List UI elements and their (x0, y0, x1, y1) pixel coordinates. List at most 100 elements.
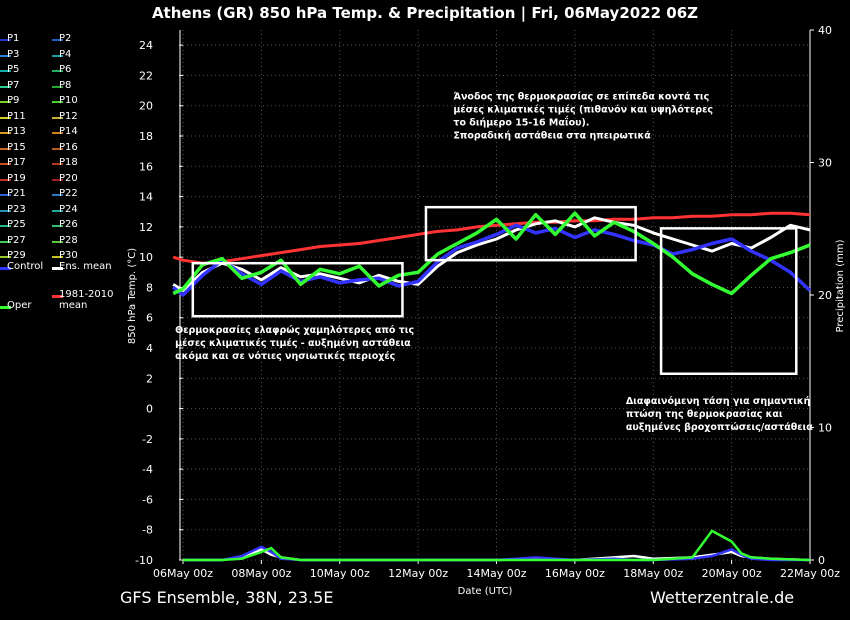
x-tick-label: 18May 00z (623, 567, 683, 580)
legend-label: P24 (59, 203, 78, 215)
legend-label: P10 (59, 95, 78, 106)
y-tick-label: -10 (135, 554, 153, 567)
legend-swatch (52, 54, 63, 57)
legend-label: P12 (59, 110, 78, 122)
legend-label: P6 (59, 64, 72, 75)
highlight-box (191, 261, 404, 318)
legend-swatch (0, 178, 11, 181)
y-tick-label: -4 (142, 463, 153, 476)
legend-label: P16 (59, 141, 78, 153)
legend-swatch (0, 39, 11, 41)
legend-swatch (52, 267, 63, 270)
legend-label: P18 (59, 157, 78, 168)
legend-label: P4 (59, 48, 72, 60)
y2-tick-label: 40 (818, 24, 832, 37)
legend-swatch (0, 163, 11, 165)
legend-swatch (0, 240, 11, 243)
legend-swatch (52, 225, 63, 227)
x-tick-label: 12May 00z (388, 567, 448, 580)
y-axis-label: 850 hPa Temp. (°C) (127, 248, 138, 344)
annotation-text: μέσες κλιματικές τιμές - αυξημένη αστάθε… (175, 338, 411, 349)
legend-label: P17 (7, 157, 26, 168)
y-tick-label: -2 (142, 433, 153, 446)
legend-swatch (0, 70, 11, 72)
y2-tick-label: 20 (818, 289, 832, 302)
legend-swatch (52, 132, 63, 134)
y-tick-label: -6 (142, 493, 153, 506)
legend-label: P11 (7, 110, 26, 122)
annotation-text: αυξημένες βροχοπτώσεις/αστάθεια (626, 422, 813, 433)
chart-title: Athens (GR) 850 hPa Temp. & Precipitatio… (152, 4, 698, 23)
legend-label: P13 (7, 126, 26, 137)
y-tick-label: 8 (146, 281, 153, 294)
precip-line (183, 545, 810, 562)
annotation-text: μέσες κλιματικές τιμές (πιθανόν και υψηλ… (453, 105, 713, 116)
annotation-text: Θερμοκρασίες ελαφρώς χαμηλότερες από τις (175, 325, 414, 336)
annotation-text: το διήμερο 15-16 Μαΐου). (453, 117, 589, 129)
legend-label: P15 (7, 141, 26, 153)
legend-swatch (0, 54, 11, 57)
legend-swatch (52, 209, 63, 212)
legend-swatch (0, 267, 11, 270)
highlight-box (424, 205, 637, 262)
legend-label: P25 (7, 219, 26, 230)
x-tick-label: 10May 00z (310, 567, 370, 580)
legend-swatch (0, 194, 11, 196)
legend-label: P30 (59, 250, 78, 261)
legend-swatch (52, 240, 63, 243)
legend-swatch (52, 194, 63, 196)
legend-label: P22 (59, 188, 78, 199)
legend-swatch (0, 209, 11, 212)
legend-label: P19 (7, 172, 26, 184)
legend-swatch (52, 39, 63, 41)
x-axis-label: Date (UTC) (458, 586, 513, 597)
y2-tick-label: 0 (818, 554, 825, 567)
legend-label: P1 (7, 33, 20, 44)
legend-swatch (0, 256, 11, 258)
legend-label: P26 (59, 219, 78, 230)
legend-swatch (52, 163, 63, 165)
annotation-text: Άνοδος της θερμοκρασίας σε επίπεδα κοντά… (453, 92, 709, 103)
y-tick-label: 10 (139, 251, 153, 264)
legend-label: P20 (59, 172, 78, 184)
y-tick-label: 18 (139, 130, 153, 143)
highlight-box (659, 227, 798, 375)
legend-swatch (52, 256, 63, 258)
legend-swatch (52, 101, 63, 103)
x-tick-label: 16May 00z (545, 567, 605, 580)
legend-swatch (0, 132, 11, 134)
y-tick-label: 0 (146, 403, 153, 416)
legend-swatch (52, 147, 63, 150)
legend-label: P23 (7, 203, 26, 215)
legend-swatch (52, 70, 63, 72)
legend-swatch (0, 116, 11, 119)
legend-label: Ens. mean (59, 261, 112, 272)
y-tick-label: 16 (139, 160, 153, 173)
y2-tick-label: 30 (818, 157, 832, 170)
series-line (172, 211, 811, 296)
legend-swatch (52, 295, 63, 298)
legend-label: Control (7, 261, 44, 272)
legend-label: P9 (7, 95, 20, 106)
legend-label: P2 (59, 33, 72, 44)
y-tick-label: 14 (139, 191, 153, 204)
y2-axis-label: Precipitation (mm) (835, 239, 846, 332)
site-label: Wetterzentrale.de (650, 588, 795, 607)
legend-swatch (52, 178, 63, 181)
x-tick-label: 20May 00z (702, 567, 762, 580)
x-tick-label: 06May 00z (153, 567, 213, 580)
legend-label: P5 (7, 64, 20, 75)
legend-swatch (0, 147, 11, 150)
annotation-text: Διαφαινόμενη τάση για σημαντική (626, 396, 811, 407)
precip-line (183, 529, 811, 562)
annotation-text: πτώση της θερμοκρασίας και (626, 409, 783, 420)
legend-swatch (0, 225, 11, 227)
y-tick-label: 2 (146, 372, 153, 385)
y2-tick-label: 10 (818, 422, 832, 435)
legend-label: P3 (7, 48, 20, 60)
legend-swatch (0, 306, 11, 309)
y-tick-label: 20 (139, 100, 153, 113)
y-tick-label: -8 (142, 524, 153, 537)
legend-label: P29 (7, 250, 26, 261)
